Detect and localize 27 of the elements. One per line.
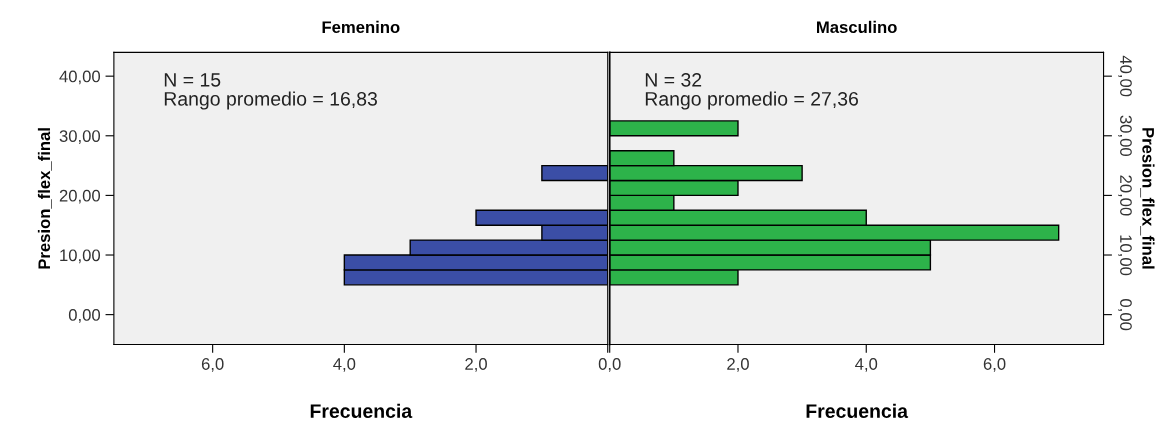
x-tick-label: 4,0 [333, 358, 356, 372]
y-axis-title: Presion_flex_final [1140, 128, 1155, 269]
annotation: N = 32 [645, 72, 702, 87]
y-tick-label: 40,00 [1118, 55, 1132, 97]
y-tick-label: 40,00 [59, 70, 101, 85]
y-tick-label: 30,00 [59, 130, 101, 144]
y-tick-label: 30,00 [1118, 115, 1132, 156]
annotation: Rango promedio = 16,83 [164, 91, 377, 110]
chart-title: Femenino [322, 20, 400, 34]
x-axis-title: Frecuencia [806, 403, 909, 419]
y-tick-label: 10,00 [60, 249, 101, 264]
y-tick-label: 0,00 [68, 309, 101, 323]
x-axis-title: Frecuencia [310, 403, 413, 419]
x-tick-label: 6,0 [983, 358, 1006, 372]
x-tick-label: 2,0 [465, 358, 487, 372]
x-tick-label: 4,0 [855, 358, 878, 372]
annotation: N = 15 [164, 73, 221, 87]
y-tick-label: 0,00 [1118, 299, 1132, 331]
y-tick-label: 20,00 [59, 189, 101, 204]
x-tick-label: 0,0 [598, 358, 621, 372]
chart-title: Masculino [817, 20, 897, 34]
x-tick-label: 6,0 [201, 358, 224, 372]
y-axis-title: Presion_flex_final [37, 128, 52, 269]
y-tick-label: 10,00 [1118, 235, 1132, 276]
x-tick-label: 2,0 [727, 358, 749, 372]
y-tick-label: 20,00 [1118, 175, 1132, 216]
annotation: Rango promedio = 27,36 [645, 91, 858, 110]
